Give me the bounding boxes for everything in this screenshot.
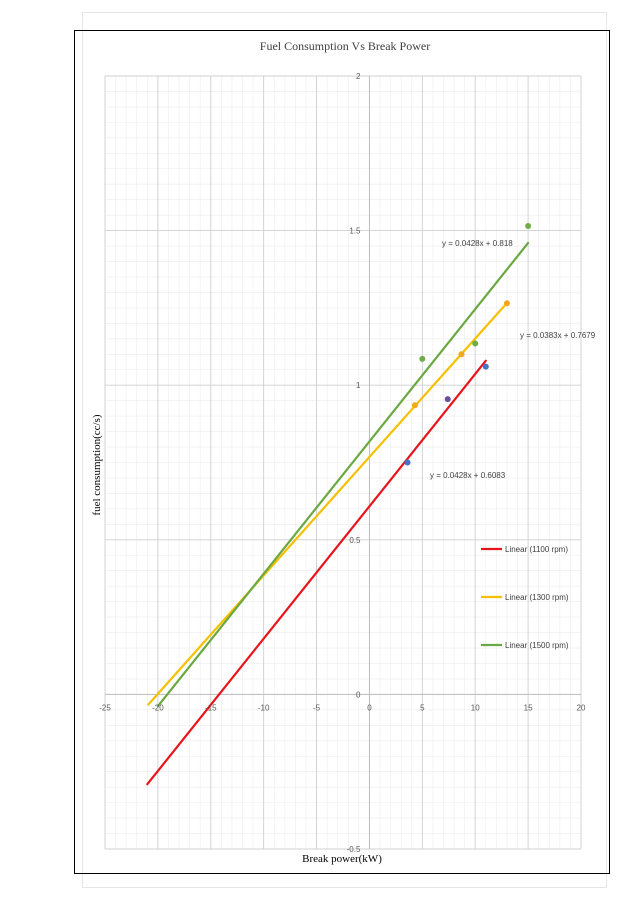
x-tick-label: -20 — [152, 703, 164, 712]
legend-label: Linear (1500 rpm) — [505, 641, 569, 650]
y-tick-label: 0.5 — [349, 536, 361, 545]
data-point — [444, 396, 451, 403]
x-tick-label: 0 — [367, 703, 372, 712]
legend: Linear (1100 rpm) Linear (1300 rpm) Linear… — [481, 545, 569, 650]
data-point — [458, 351, 465, 358]
y-tick-label: 0 — [356, 690, 361, 699]
data-point — [472, 340, 479, 347]
major-gridlines — [104, 75, 582, 850]
data-point — [404, 459, 411, 466]
trendline-3 — [156, 241, 530, 708]
x-tick-label: 5 — [420, 703, 425, 712]
legend-label: Linear (1100 rpm) — [505, 545, 568, 554]
chart-title: Fuel Consumption Vs Break Power — [260, 39, 430, 53]
trendline-2 — [147, 301, 509, 706]
trendline-equation: y = 0.0383x + 0.7679 — [520, 331, 596, 340]
trendline-equation: y = 0.0428x + 0.818 — [442, 239, 513, 248]
y-tick-label: -0.5 — [347, 845, 361, 854]
trendline-1 — [146, 359, 487, 786]
y-axis-title: fuel consumption(cc/s) — [91, 414, 103, 515]
data-point — [411, 402, 418, 409]
page-frame — [82, 12, 607, 888]
y-tick-label: 1 — [356, 381, 361, 390]
trendlines — [146, 241, 530, 786]
x-tick-label: -25 — [99, 703, 111, 712]
x-tick-label: -5 — [313, 703, 321, 712]
y-tick-label: 1.5 — [349, 227, 361, 236]
x-tick-label: 10 — [471, 703, 480, 712]
data-point — [503, 300, 510, 307]
trendline-equations: y = 0.0428x + 0.6083 y = 0.0383x + 0.7679… — [430, 239, 596, 480]
y-tick-labels: -0.5 0 0.5 1 1.5 2 — [347, 72, 361, 854]
x-tick-labels: -25 -20 -15 -10 -5 0 5 10 15 20 — [99, 703, 586, 712]
chart-frame — [74, 30, 610, 874]
x-axis-title: Break power(kW) — [302, 853, 382, 865]
data-point — [419, 355, 426, 362]
trendline-equation: y = 0.0428x + 0.6083 — [430, 471, 506, 480]
minor-gridlines — [104, 75, 582, 850]
x-tick-label: -10 — [258, 703, 270, 712]
y-tick-label: 2 — [356, 72, 361, 81]
data-point — [525, 222, 532, 229]
legend-label: Linear (1300 rpm) — [505, 593, 569, 602]
x-tick-label: 15 — [524, 703, 533, 712]
axes — [105, 76, 581, 849]
data-point — [482, 363, 489, 370]
data-points — [404, 222, 532, 466]
x-tick-label: 20 — [577, 703, 586, 712]
x-tick-label: -15 — [205, 703, 217, 712]
